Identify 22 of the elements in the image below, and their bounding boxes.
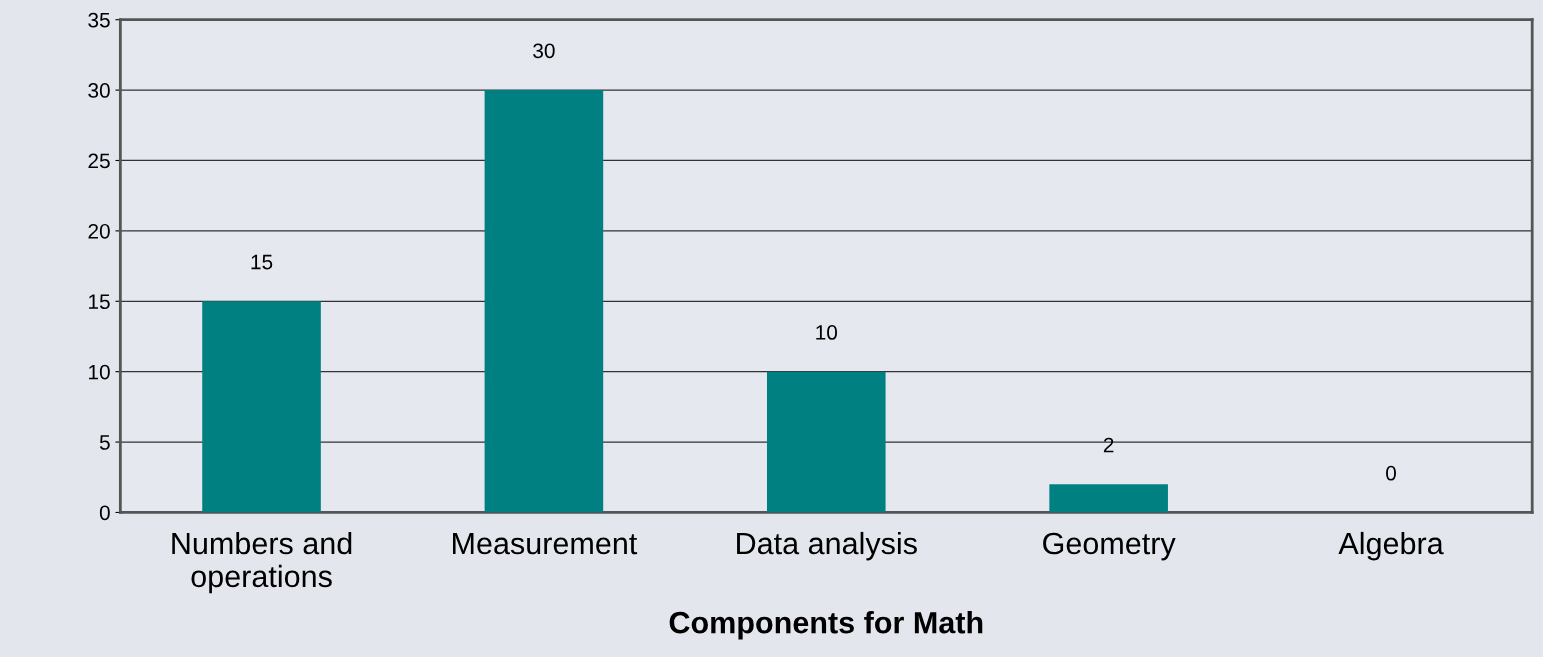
y-tick-label: 35: [88, 12, 110, 28]
y-tick-label: 20: [88, 223, 110, 239]
y-tick-label: 15: [89, 294, 110, 310]
data-label: 10: [816, 325, 838, 340]
bar: [202, 301, 321, 513]
y-tick-label: 30: [88, 83, 110, 98]
y-tick-label: 5: [99, 435, 110, 450]
bar: [484, 90, 604, 513]
x-tick-label: Algebra: [1338, 531, 1444, 561]
y-tick-label: 0: [99, 505, 110, 521]
x-tick-label: Data analysis: [737, 531, 917, 561]
y-tick-label: 25: [88, 153, 110, 169]
bar: [1049, 484, 1168, 513]
data-label: 15: [251, 254, 273, 270]
data-label: 30: [533, 43, 555, 59]
x-tick-label: Measurement: [453, 533, 638, 555]
data-label: 0: [1386, 465, 1396, 481]
x-axis-title: Components for Math: [669, 611, 983, 640]
y-tick-label: 10: [89, 364, 110, 380]
bar: [766, 371, 886, 513]
x-tick-label: Numbers and operations: [172, 531, 352, 594]
x-tick-label: Geometry: [1043, 532, 1176, 561]
